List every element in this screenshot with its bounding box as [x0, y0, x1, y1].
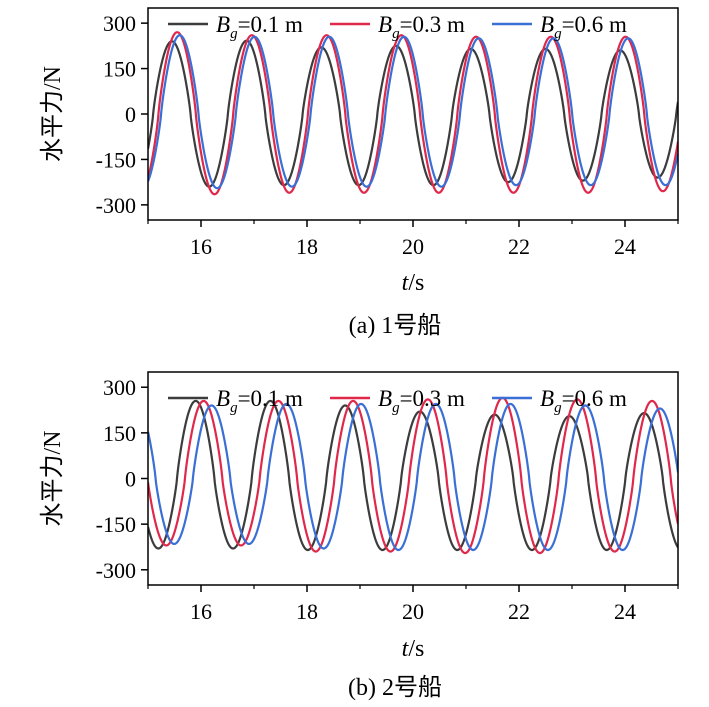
x-tick-label: 16 [190, 234, 212, 259]
y-tick-label: 150 [103, 57, 136, 82]
y-tick-label: -300 [96, 558, 136, 583]
x-tick-label: 24 [614, 234, 636, 259]
legend-item-1: Bg=0.1 m [168, 12, 303, 42]
y-tick-label: -150 [96, 512, 136, 537]
y-axis-label: 水平力/N [39, 431, 66, 527]
x-tick-label: 20 [402, 599, 424, 624]
series-line-2 [148, 396, 678, 555]
legend-label: Bg=0.6 m [540, 386, 627, 416]
y-tick-label: 300 [103, 11, 136, 36]
legend-label: Bg=0.6 m [540, 12, 627, 42]
x-tick-label: 20 [402, 234, 424, 259]
legend-item-2: Bg=0.3 m [330, 386, 465, 416]
legend-item-1: Bg=0.1 m [168, 386, 303, 416]
legend-label: Bg=0.1 m [216, 386, 303, 416]
y-tick-label: -150 [96, 147, 136, 172]
series-line-3 [148, 402, 678, 552]
x-tick-label: 22 [508, 599, 530, 624]
legend-label: Bg=0.1 m [216, 12, 303, 42]
series-line-1 [148, 399, 678, 552]
y-axis-label: 水平力/N [39, 66, 66, 162]
legend-label: Bg=0.3 m [378, 386, 465, 416]
x-tick-label: 16 [190, 599, 212, 624]
legend-item-3: Bg=0.6 m [492, 12, 627, 42]
x-tick-label: 22 [508, 234, 530, 259]
x-axis-label: t/s [402, 270, 425, 296]
series-line-1 [148, 39, 678, 188]
chart-panel-1: 16 18 20 22 24 300 150 0 -150 -300 t/s 水平力/N (a) 1号船… [39, 7, 679, 339]
legend-item-2: Bg=0.3 m [330, 12, 465, 42]
y-tick-label: 0 [125, 467, 136, 492]
y-tick-label: 150 [103, 421, 136, 446]
y-tick-label: -300 [96, 193, 136, 218]
series-line-2 [148, 31, 678, 196]
y-tick-label: 0 [125, 102, 136, 127]
x-tick-label: 18 [296, 599, 318, 624]
legend-label: Bg=0.3 m [378, 12, 465, 42]
legend-item-3: Bg=0.6 m [492, 386, 627, 416]
y-tick-label: 300 [103, 375, 136, 400]
chart-panel-2: 16 18 20 22 24 300 150 0 -150 -300 t/s 水平力/N (b) 2号船… [39, 371, 679, 701]
x-tick-label: 18 [296, 234, 318, 259]
x-tick-label: 24 [614, 599, 636, 624]
plot-area [148, 31, 678, 196]
x-axis-label: t/s [402, 636, 425, 662]
panel-caption: (a) 1号船 [349, 312, 442, 339]
series-line-3 [148, 34, 678, 190]
panel-caption: (b) 2号船 [348, 674, 442, 701]
plot-area [148, 396, 678, 555]
